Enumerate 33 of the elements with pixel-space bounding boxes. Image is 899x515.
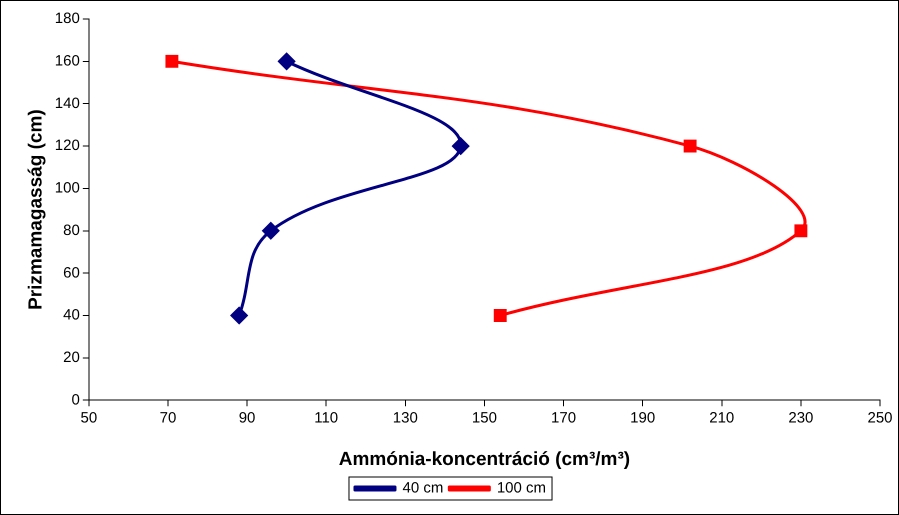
y-tick-label: 100 — [54, 180, 80, 197]
x-tick-label: 210 — [709, 409, 734, 426]
y-tick-label: 60 — [63, 264, 80, 282]
y-axis-title: Prizmamagasság (cm) — [26, 109, 47, 310]
point — [494, 309, 507, 322]
y-tick-label: 160 — [54, 52, 80, 70]
x-tick-label: 170 — [551, 409, 576, 426]
x-tick-label: 50 — [80, 409, 98, 426]
point — [230, 306, 248, 324]
y-tick-label: 0 — [71, 391, 80, 408]
legend-label: 100 cm — [496, 480, 546, 497]
x-tick-label: 110 — [314, 409, 338, 426]
y-tick-label: 120 — [54, 137, 80, 154]
x-axis-title: Ammónia-koncentráció (cm³/m³) — [338, 448, 630, 470]
point — [684, 140, 697, 153]
y-tick-label: 140 — [54, 94, 80, 112]
y-tick-label: 80 — [63, 222, 80, 239]
legend-label: 40 cm — [402, 480, 444, 497]
x-tick-label: 70 — [160, 409, 176, 426]
y-tick-label: 20 — [63, 348, 80, 366]
x-tick-label: 150 — [472, 409, 497, 426]
x-tick-label: 130 — [392, 409, 418, 426]
x-tick-label: 250 — [867, 409, 893, 426]
y-tick-label: 40 — [63, 306, 80, 324]
y-tick-label: 180 — [54, 10, 80, 28]
x-tick-label: 190 — [630, 409, 656, 426]
x-tick-label: 230 — [788, 409, 814, 426]
point — [452, 138, 470, 155]
point — [794, 224, 808, 238]
x-tick-label: 90 — [238, 409, 256, 426]
point — [278, 52, 296, 70]
point — [165, 54, 178, 68]
point — [262, 222, 280, 240]
